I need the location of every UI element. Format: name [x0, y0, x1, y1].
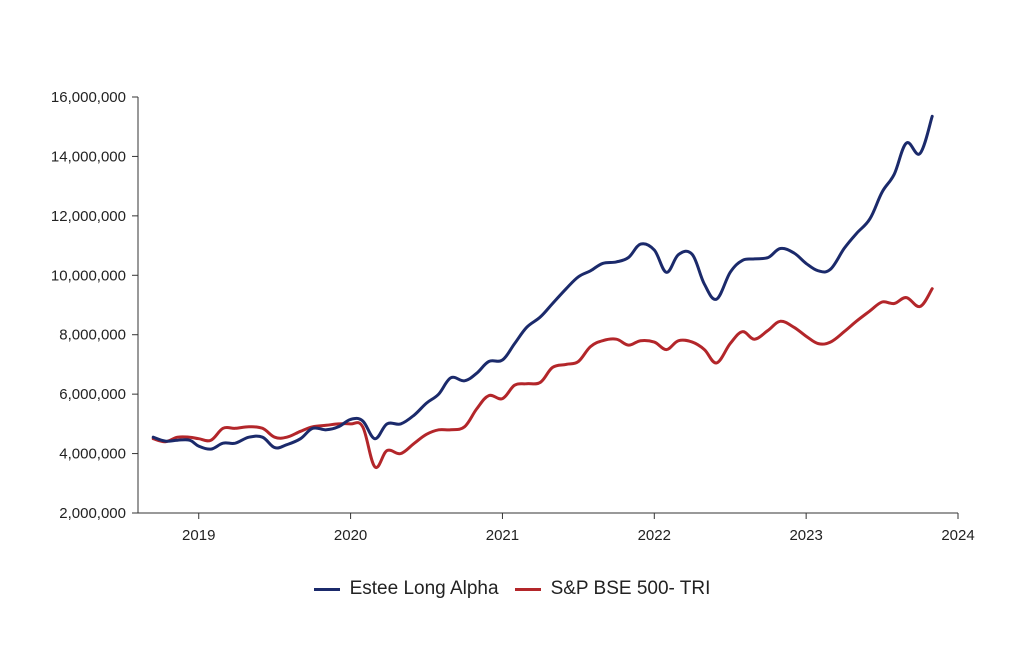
x-tick-label: 2022: [638, 527, 671, 544]
legend-item-estee[interactable]: Estee Long Alpha: [313, 578, 499, 600]
x-tick-label: 2019: [182, 527, 215, 544]
y-tick-label: 14,000,000: [51, 148, 126, 165]
legend-label-estee: Estee Long Alpha: [349, 578, 499, 599]
y-tick-label: 10,000,000: [51, 267, 126, 284]
series-line-sp-bse-500-tri: [151, 287, 934, 470]
legend-swatch-bse500: [514, 587, 541, 591]
y-tick-label: 2,000,000: [59, 505, 126, 522]
y-tick-label: 12,000,000: [51, 208, 126, 225]
x-tick-label: 2023: [789, 527, 822, 544]
legend: Estee Long Alpha S&P BSE 500- TRI: [0, 578, 1024, 600]
series-line-estee-long-alpha: [151, 114, 934, 451]
legend-item-bse500[interactable]: S&P BSE 500- TRI: [514, 578, 711, 600]
x-axis: 2019 2020 2021 2022 2023 2024: [138, 512, 975, 544]
y-tick-label: 6,000,000: [59, 386, 126, 403]
y-tick-label: 8,000,000: [59, 327, 126, 344]
y-axis: 2,000,000 4,000,000 6,000,000 8,000,000 10,0…: [51, 89, 139, 522]
legend-label-bse500: S&P BSE 500- TRI: [550, 578, 711, 599]
x-tick-label: 2021: [486, 527, 519, 544]
x-tick-label: 2020: [334, 527, 367, 544]
line-chart: 2,000,000 4,000,000 6,000,000 8,000,000 10,0…: [51, 89, 975, 544]
y-tick-label: 16,000,000: [51, 89, 126, 106]
x-tick-label: 2024: [941, 527, 974, 544]
legend-swatch-estee: [313, 587, 340, 591]
y-tick-label: 4,000,000: [59, 446, 126, 463]
series-layer: [151, 114, 934, 470]
